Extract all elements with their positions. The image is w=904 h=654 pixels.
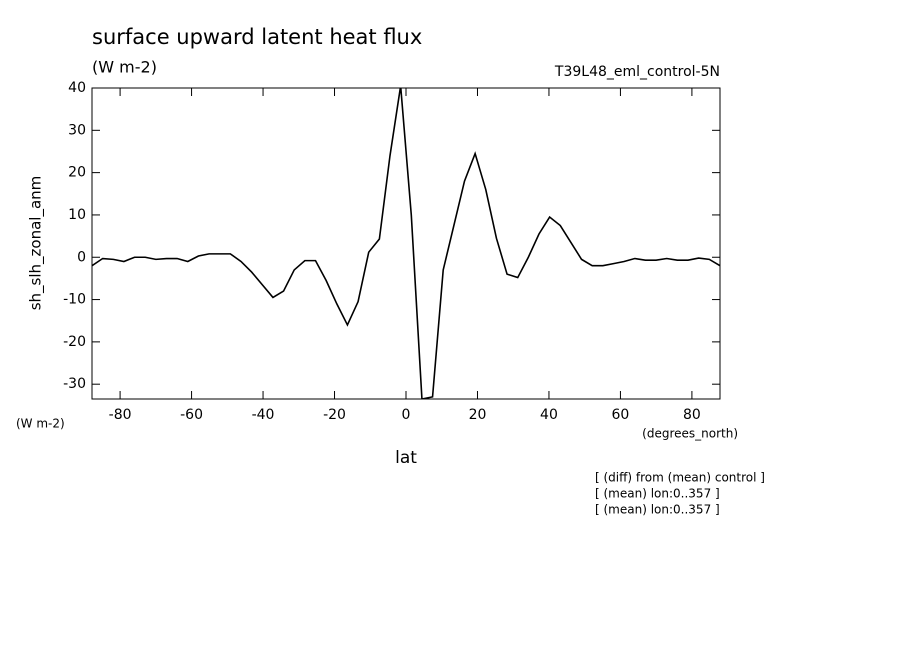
y-tick-label: 0 bbox=[77, 249, 86, 265]
x-tick-label: 40 bbox=[540, 407, 558, 423]
x-tick-label: 80 bbox=[683, 407, 701, 423]
x-tick-label: 60 bbox=[612, 407, 630, 423]
x-tick-label: -60 bbox=[180, 407, 203, 423]
y-tick-label: 40 bbox=[68, 80, 86, 96]
dataset-label: T39L48_eml_control-5N bbox=[554, 64, 720, 80]
y-tick-label: 30 bbox=[68, 122, 86, 138]
y-tick-label: -30 bbox=[63, 376, 86, 392]
x-axis-label: lat bbox=[395, 448, 417, 468]
x-units: (degrees_north) bbox=[642, 427, 738, 441]
chart-subtitle: (W m-2) bbox=[92, 58, 157, 77]
x-tick-label: 20 bbox=[469, 407, 487, 423]
y-tick-label: -10 bbox=[63, 292, 86, 308]
x-tick-label: -20 bbox=[323, 407, 346, 423]
y-units: (W m-2) bbox=[16, 417, 65, 431]
x-tick-label: -80 bbox=[109, 407, 132, 423]
y-tick-label: 20 bbox=[68, 165, 86, 181]
y-tick-label: 10 bbox=[68, 207, 86, 223]
data-line bbox=[92, 88, 720, 399]
note: [ (diff) from (mean) control ] bbox=[595, 471, 765, 485]
x-tick-label: 0 bbox=[402, 407, 411, 423]
y-tick-label: -20 bbox=[63, 334, 86, 350]
x-tick-label: -40 bbox=[252, 407, 275, 423]
plot-frame bbox=[91, 87, 721, 400]
chart-title: surface upward latent heat flux bbox=[92, 25, 422, 49]
y-axis-label: sh_slh_zonal_anm bbox=[27, 176, 46, 311]
note: [ (mean) lon:0..357 ] bbox=[595, 503, 720, 517]
note: [ (mean) lon:0..357 ] bbox=[595, 487, 720, 501]
